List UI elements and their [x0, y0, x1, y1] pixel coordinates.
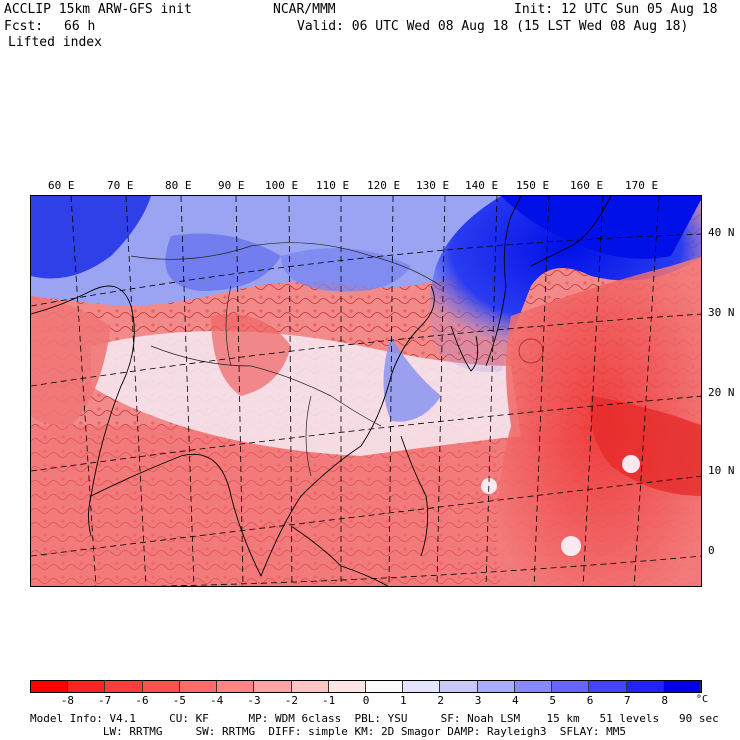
colorbar-tick-label: -6 [135, 694, 149, 707]
unstable-patch-west [31, 296, 111, 426]
colorbar-tick-label: -3 [247, 694, 261, 707]
colorbar-tick-label: -5 [172, 694, 186, 707]
colorbar-segment [365, 681, 404, 692]
forecast-label: Fcst: [4, 19, 44, 34]
lon-label: 140 E [465, 179, 499, 192]
model-title: ACCLIP 15km ARW-GFS init [4, 2, 192, 17]
lat-label: 30 N [708, 306, 735, 319]
colorbar-unit: °C [696, 694, 709, 705]
colorbar-tick-label: -2 [284, 694, 298, 707]
lat-label: 40 N [708, 226, 735, 239]
lon-label: 90 E [218, 179, 245, 192]
stable-patch [165, 233, 281, 291]
colorbar-segment [142, 681, 180, 692]
colorbar-segment [663, 681, 701, 692]
colorbar-tick-label: 1 [400, 694, 407, 707]
colorbar-segment [179, 681, 218, 692]
lon-label: 120 E [367, 179, 401, 192]
colorbar-segment [254, 681, 292, 692]
lon-label: 70 E [107, 179, 134, 192]
colorbar-segment [477, 681, 515, 692]
graticule [31, 196, 701, 586]
colorbar-tick-label: -7 [98, 694, 112, 707]
neutral-band [91, 331, 521, 456]
lifted-index-map [30, 195, 702, 587]
center-name: NCAR/MMM [273, 2, 336, 17]
colorbar-segment [328, 681, 366, 692]
lon-label: 80 E [165, 179, 192, 192]
model-info-line-2: LW: RRTMG SW: RRTMG DIFF: simple KM: 2D … [30, 725, 627, 738]
lat-label: 10 N [708, 464, 735, 477]
colorbar-tick-label: 7 [624, 694, 631, 707]
map-canvas [31, 196, 701, 586]
stable-patch [281, 248, 411, 292]
stable-strip [383, 336, 441, 422]
lon-label: 160 E [570, 179, 604, 192]
lon-label: 130 E [416, 179, 450, 192]
colorbar-tick-label: 3 [474, 694, 482, 707]
colorbar-segment [31, 681, 69, 692]
colorbar-segment [403, 681, 441, 692]
stable-cell [561, 536, 581, 556]
colorbar-segment [105, 681, 143, 692]
lifted-index-colorbar [30, 680, 702, 693]
valid-time: Valid: 06 UTC Wed 08 Aug 18 (15 LST Wed … [297, 19, 689, 34]
colorbar-segment [440, 681, 478, 692]
lon-label: 170 E [625, 179, 659, 192]
model-info-line-1: Model Info: V4.1 CU: KF MP: WDM 6class P… [30, 712, 719, 725]
lon-label: 150 E [516, 179, 550, 192]
colorbar-segment [552, 681, 590, 692]
colorbar-tick-label: 8 [661, 694, 668, 707]
unstable-patch-tibet [211, 314, 291, 396]
colorbar-tick-label: 2 [437, 694, 444, 707]
colorbar-segment [514, 681, 553, 692]
lat-label: 0 [708, 544, 715, 557]
colorbar-segment [589, 681, 627, 692]
lat-label: 20 N [708, 386, 735, 399]
colorbar-segment [291, 681, 329, 692]
colorbar-tick-label: 0 [362, 694, 370, 707]
colorbar-tick-label: 5 [549, 694, 556, 707]
colorbar-tick-label: -4 [210, 694, 224, 707]
colorbar-tick-label: -1 [322, 694, 336, 707]
colorbar-tick-label: -8 [60, 694, 74, 707]
stable-core-west [31, 196, 151, 279]
forecast-hour: 66 h [64, 19, 96, 34]
variable-name: Lifted index [8, 35, 102, 50]
colorbar-segment [626, 681, 664, 692]
init-time: Init: 12 UTC Sun 05 Aug 18 [514, 2, 718, 17]
unstable-core [590, 396, 701, 496]
coastlines [31, 196, 612, 586]
colorbar-segment [217, 681, 255, 692]
lon-label: 110 E [316, 179, 350, 192]
colorbar-segment [68, 681, 106, 692]
lon-label: 60 E [48, 179, 75, 192]
stable-cell [622, 455, 640, 473]
colorbar-tick-label: 4 [512, 694, 519, 707]
colorbar-tick-label: 6 [586, 694, 594, 707]
country-borders [130, 242, 442, 477]
lon-label: 100 E [265, 179, 299, 192]
